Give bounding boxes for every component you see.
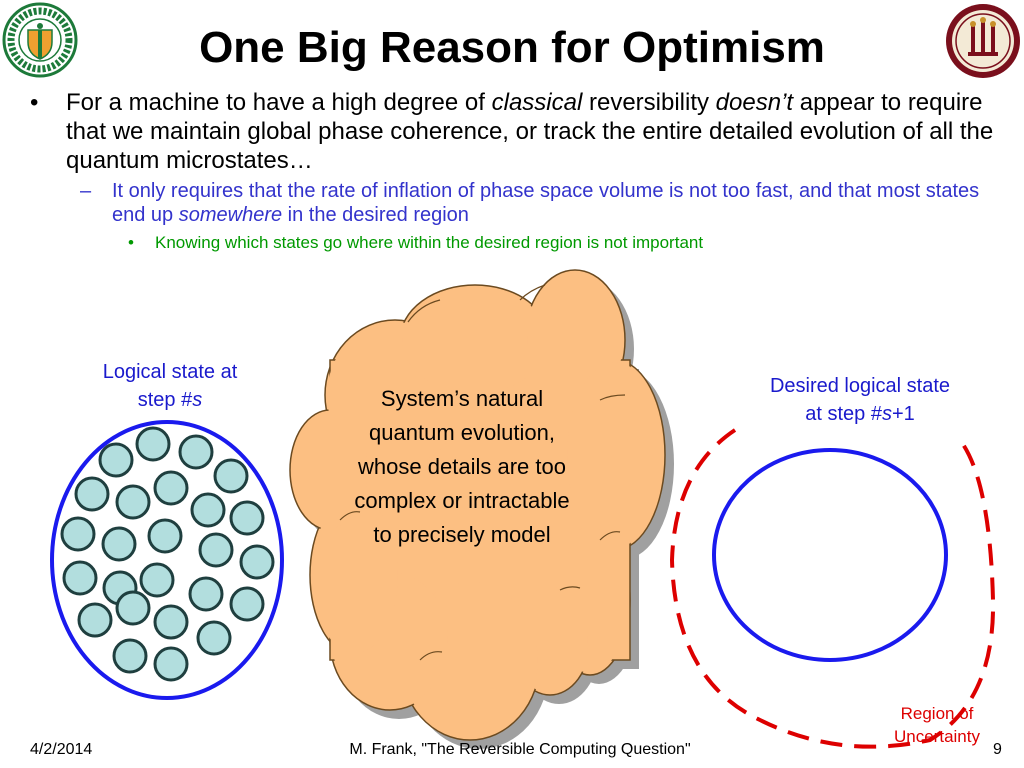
microstate-circle bbox=[62, 560, 98, 596]
famu-seal-icon bbox=[2, 2, 78, 78]
microstate-circle bbox=[147, 518, 183, 554]
label-line: step #s bbox=[60, 386, 280, 414]
bullet-text: Knowing which states go where within the… bbox=[155, 233, 704, 252]
label-line: Logical state at bbox=[102, 361, 238, 383]
microstate-circle bbox=[229, 500, 265, 536]
desired-state-ellipse bbox=[712, 448, 948, 662]
microstate-circle bbox=[112, 638, 148, 674]
bullet-marker: • bbox=[128, 233, 134, 252]
label-text: +1 bbox=[891, 403, 915, 425]
bullet-text: For a machine to have a high degree of bbox=[66, 89, 492, 116]
microstate-circle bbox=[153, 470, 189, 506]
microstate-circle bbox=[153, 604, 189, 640]
cloud-fill bbox=[292, 272, 663, 738]
emphasis-doesnt: doesn’t bbox=[715, 89, 794, 116]
microstate-circle bbox=[196, 620, 232, 656]
bullet-main: • For a machine to have a high degree of … bbox=[30, 88, 1015, 175]
microstate-circles bbox=[60, 426, 275, 682]
microstate-circle bbox=[101, 526, 137, 562]
microstate-circle bbox=[213, 458, 249, 494]
label-text: step # bbox=[137, 389, 193, 411]
bullet-marker: • bbox=[30, 89, 39, 116]
bullet-text: reversibility bbox=[582, 89, 716, 116]
label-var: s bbox=[192, 389, 203, 411]
microstate-circle bbox=[115, 590, 151, 626]
microstate-circle bbox=[98, 442, 134, 478]
bullet-text: in the desired region bbox=[282, 204, 469, 226]
emphasis-somewhere: somewhere bbox=[178, 204, 283, 226]
region-of-uncertainty-label: Region of Uncertainty bbox=[862, 702, 1012, 748]
microstate-circle bbox=[60, 516, 96, 552]
label-line: Region of bbox=[900, 704, 974, 723]
microstate-circle bbox=[188, 576, 224, 612]
microstate-circle bbox=[239, 544, 275, 580]
cloud-text: System’s natural quantum evolution, whos… bbox=[354, 386, 570, 547]
cloud-scallops bbox=[339, 284, 626, 661]
microstate-circle bbox=[74, 476, 110, 512]
label-line: at step #s+1 bbox=[730, 400, 990, 428]
bullet-text: It only requires that the rate of inflat… bbox=[112, 180, 980, 226]
desired-state-label: Desired logical state at step #s+1 bbox=[730, 372, 990, 428]
microstate-circle bbox=[229, 586, 265, 622]
footer-date: 4/2/2014 bbox=[30, 741, 93, 758]
microstate-circle bbox=[198, 532, 234, 568]
fsu-seal-icon bbox=[946, 4, 1020, 78]
label-line: Desired logical state bbox=[769, 375, 951, 397]
footer-page-number: 9 bbox=[993, 741, 1002, 758]
microstate-circle bbox=[178, 434, 214, 470]
logical-state-label: Logical state at step #s bbox=[60, 358, 280, 414]
microstate-circle bbox=[77, 602, 113, 638]
bullet-list: • For a machine to have a high degree of … bbox=[30, 88, 1015, 254]
microstate-circle bbox=[135, 426, 171, 462]
label-line: Uncertainty bbox=[894, 727, 980, 746]
microstate-circle bbox=[115, 484, 151, 520]
microstate-circle bbox=[190, 492, 226, 528]
bullet-sub: – It only requires that the rate of infla… bbox=[80, 179, 1015, 227]
slide-title: One Big Reason for Optimism bbox=[199, 23, 825, 72]
uncertainty-region-dashed bbox=[669, 428, 996, 749]
bullet-subsub: • Knowing which states go where within th… bbox=[128, 232, 1015, 254]
footer-author: M. Frank, "The Reversible Computing Ques… bbox=[349, 741, 691, 758]
bullet-marker: – bbox=[80, 180, 92, 202]
microstate-circle bbox=[139, 562, 175, 598]
bullet-text: appear to require that we maintain globa… bbox=[66, 89, 994, 174]
label-text: at step # bbox=[805, 403, 882, 425]
label-var: s bbox=[881, 403, 892, 425]
emphasis-classical: classical bbox=[491, 89, 583, 116]
microstate-circle bbox=[153, 646, 189, 682]
